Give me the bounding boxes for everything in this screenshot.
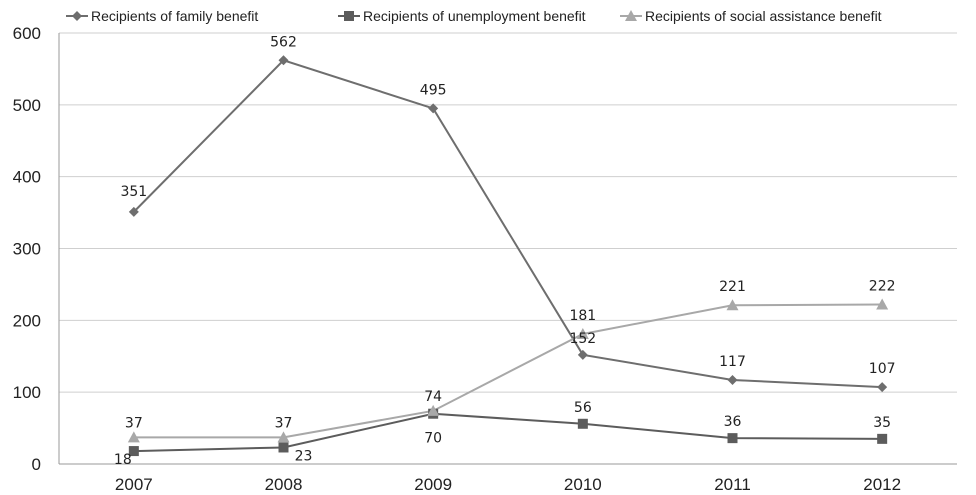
- data-point-marker: [278, 55, 289, 66]
- data-label: 152: [569, 331, 596, 347]
- legend: Recipients of family benefit Recipients o…: [66, 8, 882, 24]
- data-point-marker: [278, 442, 289, 453]
- axes: [58, 33, 957, 465]
- y-axis-ticks: 0 100 200 300 400 500 600: [13, 24, 41, 474]
- data-point-marker: [877, 382, 888, 393]
- y-tick-label: 100: [13, 383, 41, 402]
- legend-item: Recipients of social assistance benefit: [620, 8, 882, 24]
- legend-label: Recipients of family benefit: [91, 8, 258, 24]
- data-point-marker: [727, 374, 738, 385]
- data-label: 351: [120, 184, 147, 200]
- data-label: 107: [869, 361, 896, 377]
- x-tick-label: 2012: [863, 475, 901, 494]
- data-point-marker: [128, 446, 139, 457]
- data-point-marker: [277, 431, 290, 443]
- data-point-marker: [876, 298, 889, 310]
- gridlines: [59, 32, 957, 393]
- data-label: 222: [869, 279, 896, 295]
- data-label: 23: [295, 448, 313, 464]
- y-tick-label: 300: [13, 240, 41, 259]
- series-lines: [133, 59, 883, 453]
- legend-label: Recipients of social assistance benefit: [645, 8, 882, 24]
- legend-marker: [72, 11, 82, 21]
- data-point-marker: [128, 206, 139, 217]
- legend-marker: [625, 10, 637, 21]
- data-point-marker: [877, 433, 888, 444]
- data-point-marker: [576, 327, 589, 339]
- x-tick-label: 2009: [414, 475, 452, 494]
- data-label: 221: [719, 279, 746, 295]
- y-tick-label: 500: [13, 96, 41, 115]
- data-point-marker: [727, 433, 738, 444]
- data-label: 562: [270, 34, 297, 50]
- data-point-marker: [577, 418, 588, 429]
- data-label: 74: [424, 389, 442, 405]
- data-point-marker: [428, 103, 439, 114]
- x-tick-label: 2008: [265, 475, 303, 494]
- series-line-3: [133, 303, 883, 439]
- y-tick-label: 200: [13, 311, 41, 330]
- data-label: 37: [275, 415, 293, 431]
- data-label: 181: [569, 308, 596, 324]
- data-label: 117: [719, 354, 746, 370]
- data-label: 35: [873, 415, 891, 431]
- y-tick-label: 600: [13, 24, 41, 43]
- data-label: 56: [574, 400, 592, 416]
- x-tick-label: 2010: [564, 475, 602, 494]
- series-line-2: [133, 412, 883, 453]
- data-labels: 351 562 495 152 117 107 18 23 70 56 36 35 37 37 74 181 2…: [114, 34, 896, 468]
- x-tick-label: 2007: [115, 475, 153, 494]
- data-point-marker: [577, 349, 588, 360]
- y-tick-label: 400: [13, 168, 41, 187]
- legend-item: Recipients of family benefit: [66, 8, 258, 24]
- legend-marker: [344, 11, 354, 21]
- data-label: 18: [114, 452, 132, 468]
- data-label: 70: [424, 431, 442, 447]
- legend-item: Recipients of unemployment benefit: [338, 8, 586, 24]
- data-label: 36: [724, 414, 742, 430]
- data-point-marker: [427, 404, 440, 416]
- series-markers: [127, 55, 889, 457]
- data-point-marker: [127, 431, 140, 443]
- legend-label: Recipients of unemployment benefit: [363, 8, 586, 24]
- x-tick-label: 2011: [714, 475, 751, 494]
- data-point-marker: [726, 299, 739, 311]
- x-axis-ticks: 2007 2008 2009 2010 2011 2012: [115, 475, 901, 494]
- y-tick-label: 0: [32, 455, 41, 474]
- data-label: 495: [420, 82, 447, 98]
- data-label: 37: [125, 415, 143, 431]
- series-line-1: [133, 59, 883, 389]
